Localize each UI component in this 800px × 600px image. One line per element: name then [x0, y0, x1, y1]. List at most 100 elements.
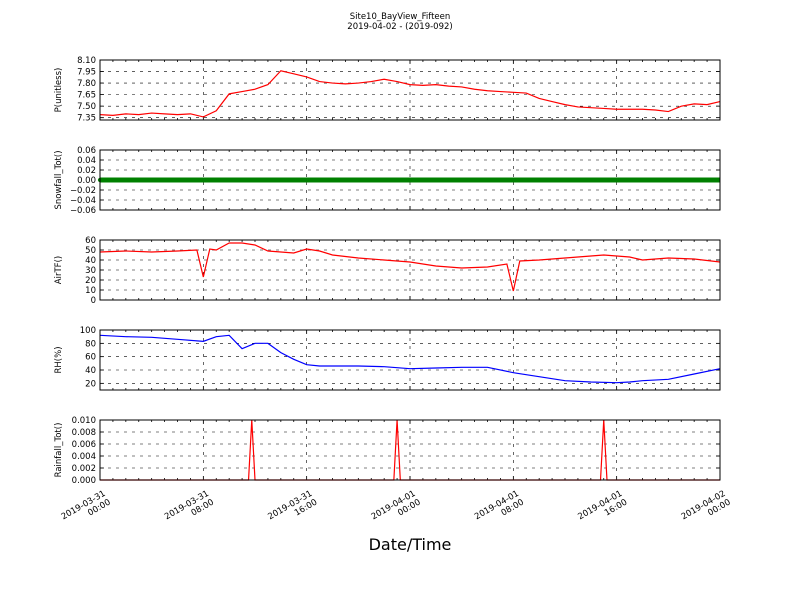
- data-point: [533, 177, 538, 183]
- y-axis-label: P(unitless): [54, 68, 64, 113]
- y-tick-label: 0.004: [72, 452, 96, 462]
- data-point: [369, 177, 375, 183]
- data-point: [481, 177, 487, 183]
- y-tick-label: 60: [85, 236, 96, 246]
- data-point: [654, 177, 659, 183]
- data-point: [193, 177, 199, 183]
- y-axis-label: AirTF(): [54, 256, 64, 284]
- data-point: [296, 177, 301, 183]
- data-point: [405, 177, 410, 183]
- data-point: [133, 177, 138, 183]
- y-axis-label: Snowfall_Tot(): [54, 150, 64, 209]
- data-point: [443, 177, 448, 183]
- data-point: [337, 177, 343, 183]
- data-point: [385, 177, 391, 183]
- data-point: [552, 177, 557, 183]
- data-point: [110, 177, 115, 183]
- data-point: [414, 177, 419, 183]
- data-point: [206, 177, 211, 183]
- data-point: [459, 177, 464, 183]
- panel-5: 0.000 0.002 0.004 0.006 0.008 0.010 Rainfall_T…: [54, 416, 733, 522]
- data-point: [504, 177, 509, 183]
- y-tick-label: 0.002: [72, 464, 96, 474]
- data-point: [117, 177, 122, 183]
- data-point: [190, 177, 195, 183]
- data-point: [709, 177, 714, 183]
- data-point: [430, 177, 435, 183]
- data-point: [289, 177, 295, 183]
- data-point: [693, 177, 698, 183]
- y-tick-label: 30: [85, 266, 96, 276]
- data-point: [613, 177, 618, 183]
- data-point: [149, 177, 154, 183]
- data-point: [331, 177, 336, 183]
- data-point: [232, 177, 237, 183]
- data-point: [168, 177, 173, 183]
- data-point: [472, 177, 477, 183]
- data-point: [136, 177, 141, 183]
- data-point: [641, 177, 647, 183]
- data-point: [494, 177, 499, 183]
- data-point: [174, 177, 179, 183]
- data-point: [222, 177, 227, 183]
- data-point: [715, 177, 720, 183]
- data-point: [574, 177, 579, 183]
- panel-4: 20 40 60 80 100 RH(%): [54, 326, 721, 391]
- data-point: [302, 177, 307, 183]
- data-point: [683, 177, 688, 183]
- data-point: [229, 177, 234, 183]
- series-line: [99, 70, 721, 118]
- data-point: [526, 177, 531, 183]
- data-point: [488, 177, 493, 183]
- series-line: [99, 334, 721, 384]
- data-point: [363, 177, 368, 183]
- data-point: [328, 177, 333, 183]
- data-point: [360, 177, 365, 183]
- data-point: [139, 177, 144, 183]
- data-point: [606, 177, 611, 183]
- data-point: [357, 177, 362, 183]
- data-point: [353, 177, 359, 183]
- data-point: [437, 177, 442, 183]
- y-tick-label: 0.02: [77, 166, 96, 176]
- data-point: [491, 177, 496, 183]
- data-point: [558, 177, 563, 183]
- data-point: [341, 177, 346, 183]
- data-point: [497, 177, 503, 183]
- y-tick-label: 100: [80, 326, 96, 336]
- data-point: [632, 177, 637, 183]
- y-tick-label: 7.65: [77, 91, 96, 101]
- axes-frame: [99, 149, 721, 211]
- data-point: [645, 177, 650, 183]
- data-point: [187, 177, 192, 183]
- y-tick-label: −0.02: [70, 186, 96, 196]
- data-point: [507, 177, 512, 183]
- data-point: [616, 177, 621, 183]
- data-point: [453, 177, 458, 183]
- data-point: [677, 177, 682, 183]
- y-tick-label: 40: [85, 256, 96, 266]
- data-point: [545, 177, 551, 183]
- data-point: [529, 177, 535, 183]
- y-tick-label: 7.95: [77, 68, 96, 78]
- data-point: [648, 177, 653, 183]
- axes-frame: [99, 419, 721, 481]
- data-point: [245, 177, 250, 183]
- data-point: [590, 177, 595, 183]
- data-point: [593, 177, 599, 183]
- y-tick-label: 0.010: [72, 416, 96, 426]
- y-tick-label: 8.10: [77, 56, 96, 66]
- data-point: [344, 177, 349, 183]
- data-point: [158, 177, 163, 183]
- data-point: [248, 177, 253, 183]
- data-point: [184, 177, 189, 183]
- y-tick-label: 20: [85, 379, 96, 389]
- data-point: [475, 177, 480, 183]
- y-tick-label: 7.35: [77, 114, 96, 124]
- data-point: [670, 177, 675, 183]
